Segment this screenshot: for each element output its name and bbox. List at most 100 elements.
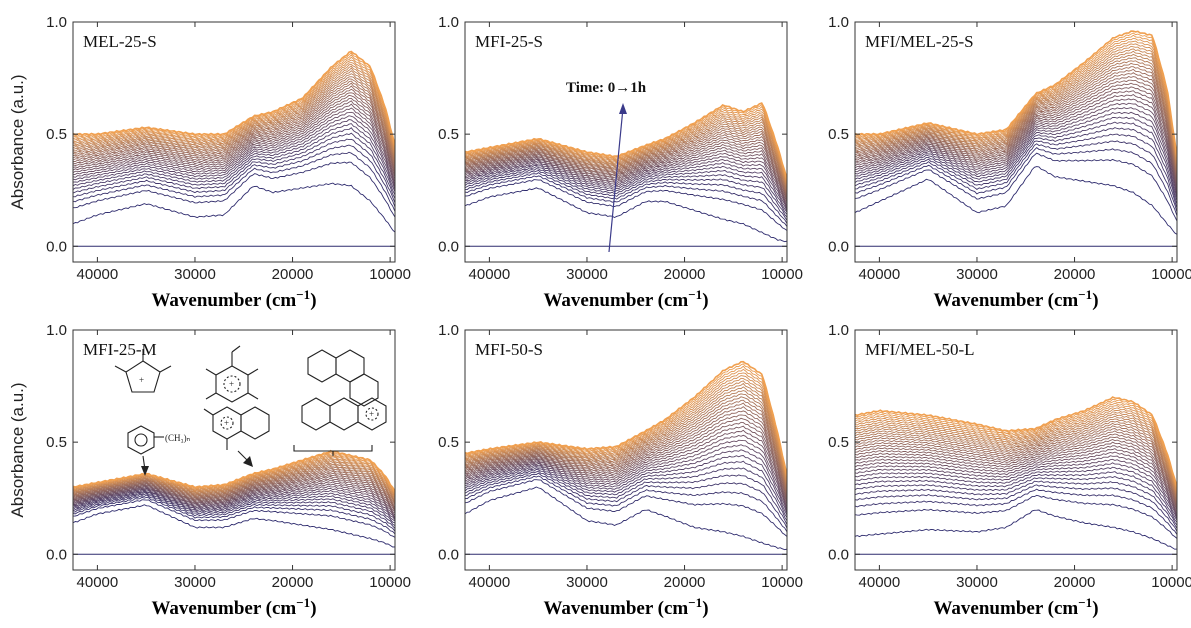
spectrum-series-13 [73, 103, 395, 180]
spectrum-series-25 [465, 386, 787, 487]
spectrum-series-5 [73, 493, 395, 529]
spectrum-series-12 [73, 483, 395, 516]
spectrum-series-27 [73, 65, 395, 155]
cyclopentenyl-cation-structure: + [114, 349, 172, 393]
spectrum-series-34 [73, 449, 395, 492]
spectrum-series-3 [855, 147, 1177, 217]
spectrum-series-17 [73, 92, 395, 173]
y-tick-label: 1.0 [46, 14, 67, 31]
spectrum-series-14 [73, 479, 395, 513]
y-tick-label: 0.0 [828, 546, 849, 563]
spectrum-series-14 [73, 100, 395, 178]
spectrum-series-19 [855, 430, 1177, 504]
x-axis-label: Wavenumber (cm−1) [933, 595, 1098, 619]
spectrum-series-21 [465, 129, 787, 193]
spectrum-series-32 [73, 54, 395, 148]
spectrum-series-14 [855, 445, 1177, 511]
x-tick-label: 40000 [77, 574, 119, 591]
spectrum-series-3 [73, 496, 395, 535]
spectrum-series-8 [465, 455, 787, 516]
spectrum-series-9 [73, 489, 395, 521]
spectrum-series-27 [855, 411, 1177, 494]
spectrum-series-3 [73, 151, 395, 212]
spectrum-series-4 [73, 494, 395, 532]
spectrum-series-17 [73, 474, 395, 510]
spectrum-series-15 [855, 86, 1177, 184]
spectrum-series-20 [855, 68, 1177, 175]
spectrum-series-32 [855, 34, 1177, 159]
spectrum-series-29 [73, 456, 395, 497]
x-axis-label: Wavenumber (cm−1) [543, 595, 708, 619]
spectrum-series-30 [855, 40, 1177, 163]
x-tick-label: 10000 [1151, 266, 1191, 283]
spectrum-series-10 [855, 107, 1177, 195]
x-tick-label: 10000 [369, 266, 411, 283]
benzenium-cation-structure: + [205, 345, 259, 403]
spectrum-series-5 [855, 133, 1177, 209]
spectrum-series-24 [73, 73, 395, 161]
x-tick-label: 20000 [272, 574, 314, 591]
spectrum-series-22 [855, 62, 1177, 173]
svg-text:(CH₃)ₙ: (CH₃)ₙ [165, 433, 191, 443]
spectrum-series-11 [73, 111, 395, 186]
spectrum-series-1 [73, 182, 395, 233]
spectrum-series-11 [465, 439, 787, 510]
spectrum-series-26 [465, 118, 787, 187]
svg-text:+: + [229, 379, 234, 389]
spectrum-series-10 [73, 115, 395, 188]
plot-frame [72, 21, 396, 263]
spectrum-series-2 [73, 161, 395, 218]
spectrum-series-26 [855, 50, 1177, 167]
spectrum-series-8 [73, 123, 395, 193]
x-tick-label: 10000 [1151, 574, 1191, 591]
spectrum-series-29 [73, 62, 395, 154]
spectrum-series-11 [465, 155, 787, 208]
x-tick-label: 40000 [469, 266, 511, 283]
y-tick-label: 1.0 [828, 322, 849, 339]
spectrum-series-30 [465, 372, 787, 481]
x-tick-label: 30000 [956, 266, 998, 283]
plot-frame [72, 329, 396, 571]
spectrum-series-22 [855, 422, 1177, 501]
spectrum-series-33 [855, 398, 1177, 488]
plot-frame [854, 21, 1178, 263]
spectrum-series-4 [855, 484, 1177, 532]
x-tick-label: 30000 [566, 266, 608, 283]
spectrum-series-34 [465, 102, 787, 180]
spectrum-series-20 [465, 402, 787, 494]
spectrum-series-23 [465, 393, 787, 491]
spectrum-series-34 [855, 30, 1177, 157]
y-tick-label: 0.5 [46, 434, 67, 451]
spectrum-series-13 [465, 429, 787, 505]
spectrum-series-31 [855, 402, 1177, 490]
plot-frame [464, 329, 788, 571]
spectrum-series-26 [855, 413, 1177, 495]
spectrum-series-2 [855, 152, 1177, 222]
spectrum-series-23 [855, 420, 1177, 500]
panel-title: MEL-25-S [83, 32, 157, 51]
spectrum-series-24 [465, 123, 787, 190]
y-tick-label: 0.5 [828, 434, 849, 451]
spectrum-series-6 [465, 168, 787, 218]
spectrum-series-12 [73, 107, 395, 183]
spectrum-series-16 [465, 417, 787, 501]
spectrum-series-11 [73, 485, 395, 518]
spectra-curves [465, 102, 787, 247]
y-tick-label: 0.0 [438, 238, 459, 255]
x-axis-label: Wavenumber (cm−1) [151, 595, 316, 619]
spectrum-series-1 [855, 166, 1177, 235]
y-tick-label: 0.0 [828, 238, 849, 255]
spectrum-series-23 [73, 465, 395, 503]
panel-title: MFI-25-M [83, 340, 157, 359]
spectrum-series-23 [465, 125, 787, 192]
spectrum-series-22 [73, 78, 395, 164]
spectrum-series-1 [855, 509, 1177, 550]
x-tick-label: 20000 [1054, 266, 1096, 283]
spectrum-series-4 [465, 172, 787, 224]
spectrum-series-6 [73, 492, 395, 526]
spectrum-series-24 [855, 418, 1177, 498]
y-tick-label: 0.5 [828, 126, 849, 143]
spectrum-series-9 [73, 119, 395, 191]
spectrum-series-23 [73, 76, 395, 163]
spectrum-series-34 [855, 396, 1177, 488]
